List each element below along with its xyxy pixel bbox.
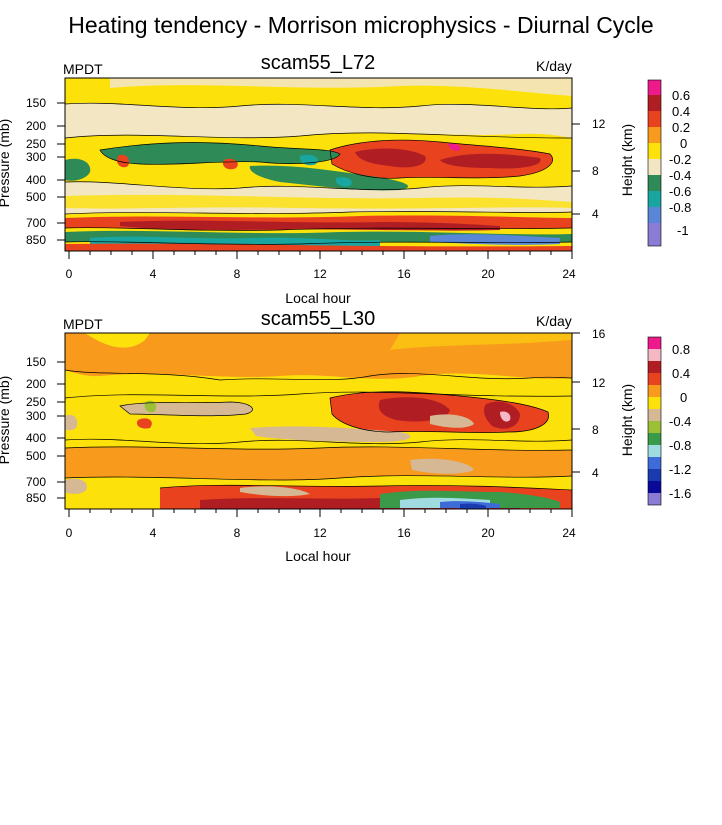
panel-title: scam55_L30 <box>260 308 376 330</box>
legend-label: -1 <box>677 223 689 238</box>
legend-label: 0 <box>680 390 687 405</box>
contour-plot-1: 150 200 250 300 400 500 700 850 12 8 4 0… <box>26 77 691 281</box>
y-tick: 400 <box>26 173 46 187</box>
y2-tick: 4 <box>592 207 599 221</box>
legend-label: -1.2 <box>669 462 691 477</box>
units-label: K/day <box>536 58 572 74</box>
y2-tick: 16 <box>592 327 606 341</box>
y-tick: 150 <box>26 355 46 369</box>
y2-tick: 8 <box>592 423 599 437</box>
x-tick: 8 <box>234 267 241 281</box>
legend-label: 0 <box>680 136 687 151</box>
labelbar-1 <box>647 79 662 247</box>
legend-label: -0.4 <box>669 414 691 429</box>
y-tick: 400 <box>26 431 46 445</box>
x-axis-label: Local hour <box>285 290 351 306</box>
variable-label: MPDT <box>63 61 103 77</box>
x-tick: 0 <box>66 267 73 281</box>
y2-tick: 12 <box>592 376 606 390</box>
x-tick: 4 <box>150 526 157 540</box>
units-label: K/day <box>536 313 572 329</box>
x-axis-label: Local hour <box>285 548 351 564</box>
legend-label: -0.6 <box>669 184 691 199</box>
legend-label: -0.2 <box>669 152 691 167</box>
legend-label: 0.2 <box>672 120 690 135</box>
y-tick: 150 <box>26 96 46 110</box>
y-tick: 850 <box>26 233 46 247</box>
y-tick: 850 <box>26 491 46 505</box>
x-tick: 16 <box>397 267 411 281</box>
y-tick: 200 <box>26 119 46 133</box>
y-axis-label: Pressure (mb) <box>0 375 12 465</box>
y-tick: 500 <box>26 449 46 463</box>
y-tick: 200 <box>26 377 46 391</box>
legend-label: -0.4 <box>669 168 691 183</box>
y-tick: 250 <box>26 137 46 151</box>
x-tick: 0 <box>66 526 73 540</box>
y-tick: 250 <box>26 395 46 409</box>
x-tick: 24 <box>562 526 576 540</box>
x-tick: 20 <box>481 267 495 281</box>
variable-label: MPDT <box>63 316 103 332</box>
y-tick: 500 <box>26 190 46 204</box>
legend-label: 0.4 <box>672 366 690 381</box>
legend-label: -0.8 <box>669 200 691 215</box>
labelbar-2 <box>647 336 662 506</box>
y2-tick: 12 <box>592 117 606 131</box>
y-tick: 300 <box>26 150 46 164</box>
x-tick: 12 <box>313 267 327 281</box>
legend-label: -1.6 <box>669 486 691 501</box>
chart-panel-1: scam55_L72 MPDT K/day <box>0 0 722 306</box>
y2-tick: 4 <box>592 466 599 480</box>
y-tick: 700 <box>26 475 46 489</box>
y2-tick: 8 <box>592 164 599 178</box>
panel-title: scam55_L72 <box>260 52 376 74</box>
x-tick: 8 <box>234 526 241 540</box>
y-tick: 700 <box>26 216 46 230</box>
figure-title: Heating tendency - Morrison microphysics… <box>68 12 654 38</box>
x-tick: 12 <box>313 526 327 540</box>
chart-panel-2: scam55_L30 MPDT K/day <box>0 0 722 564</box>
x-tick: 4 <box>150 267 157 281</box>
legend-label: 0.4 <box>672 104 690 119</box>
y2-axis-label: Height (km) <box>619 383 635 457</box>
legend-label: -0.8 <box>669 438 691 453</box>
legend-label: 0.6 <box>672 88 690 103</box>
x-tick: 20 <box>481 526 495 540</box>
x-tick: 16 <box>397 526 411 540</box>
y-tick: 300 <box>26 409 46 423</box>
x-tick: 24 <box>562 267 576 281</box>
legend-label: 0.8 <box>672 342 690 357</box>
